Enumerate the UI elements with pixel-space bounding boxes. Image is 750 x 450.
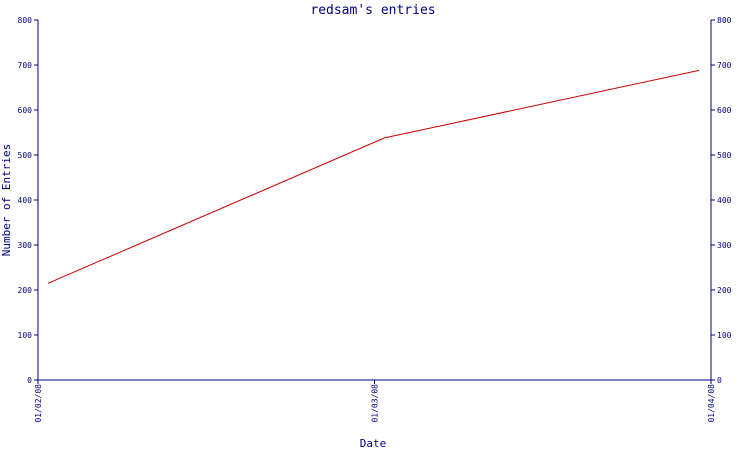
y-tick-label-left: 0 <box>27 376 32 385</box>
y-tick-label-left: 400 <box>18 196 33 205</box>
x-axis-label: Date <box>360 437 387 450</box>
y-tick-label-left: 100 <box>18 331 33 340</box>
y-tick-label-right: 400 <box>717 196 732 205</box>
x-tick-label: 01/02/08 <box>34 384 43 423</box>
x-tick-label: 01/03/08 <box>371 384 380 423</box>
y-tick-label-left: 500 <box>18 151 33 160</box>
y-tick-label-right: 800 <box>717 16 732 25</box>
y-tick-label-right: 300 <box>717 241 732 250</box>
y-ticks-right: 0 100 200 300 400 500 600 700 800 <box>711 16 732 385</box>
series-line <box>47 69 700 284</box>
y-tick-label-right: 500 <box>717 151 732 160</box>
x-tick-label: 01/04/08 <box>707 384 716 423</box>
y-tick-label-right: 600 <box>717 106 732 115</box>
y-tick-label-left: 600 <box>18 106 33 115</box>
x-ticks: 01/02/08 01/03/08 01/04/08 <box>34 380 716 423</box>
y-tick-label-right: 700 <box>717 61 732 70</box>
y-tick-label-right: 100 <box>717 331 732 340</box>
y-tick-label-left: 300 <box>18 241 33 250</box>
y-tick-label-right: 0 <box>717 376 722 385</box>
y-axis-label: Number of Entries <box>0 144 13 257</box>
y-ticks-left: 0 100 200 300 400 500 600 700 800 <box>18 16 38 385</box>
y-tick-label-left: 700 <box>18 61 33 70</box>
y-tick-label-left: 200 <box>18 286 33 295</box>
y-tick-label-left: 800 <box>18 16 33 25</box>
y-tick-label-right: 200 <box>717 286 732 295</box>
plot-area: 0 100 200 300 400 500 600 700 800 0 100 200 300 400 5… <box>18 16 732 423</box>
chart-title: redsam's entries <box>310 3 435 18</box>
series-group <box>47 69 700 284</box>
